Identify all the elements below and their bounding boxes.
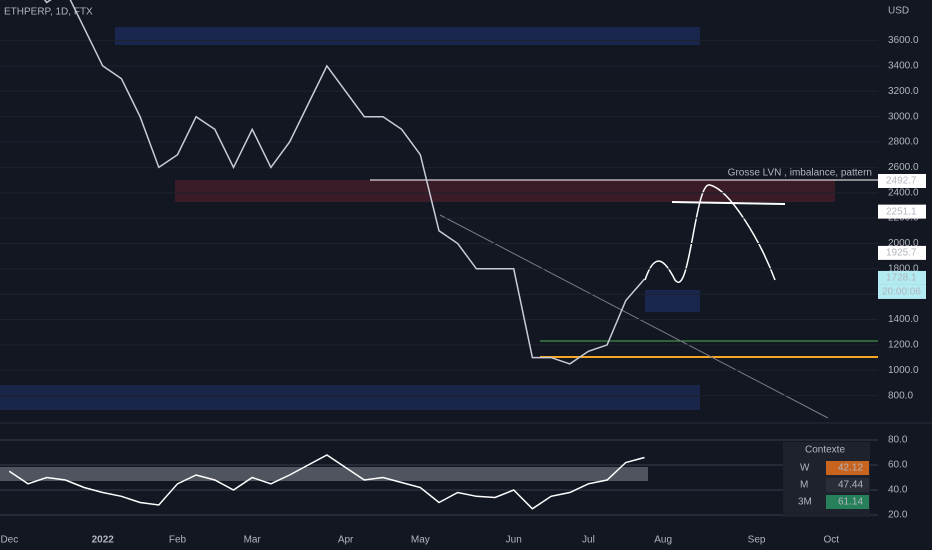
currency: USD bbox=[888, 6, 909, 17]
table-cell-bg bbox=[826, 461, 869, 475]
series-line bbox=[8, 454, 645, 510]
table-cell-bg bbox=[826, 495, 869, 509]
zone bbox=[0, 467, 648, 481]
x-tick-label: 2022 bbox=[92, 535, 115, 546]
price-tag-bg bbox=[878, 245, 926, 260]
countdown: 20:00:06 bbox=[882, 287, 921, 298]
zone bbox=[645, 290, 700, 312]
y-tick-label: 2400.0 bbox=[888, 187, 919, 198]
price-tag: 1728.1 bbox=[886, 273, 917, 284]
symbol: ETHPERP, 1D, FTX bbox=[4, 7, 93, 18]
y-tick-label: 2000.0 bbox=[888, 238, 919, 249]
x-tick-label: Feb bbox=[169, 535, 187, 546]
price-tag-bg bbox=[878, 204, 926, 219]
zone bbox=[0, 385, 700, 410]
projection bbox=[671, 201, 786, 205]
price-tag: 1925.7 bbox=[886, 248, 917, 259]
y-tick-label: 2800.0 bbox=[888, 137, 919, 148]
y-tick-label: 40.0 bbox=[888, 485, 908, 496]
x-tick-label: May bbox=[411, 535, 430, 546]
y-tick-label: 3000.0 bbox=[888, 111, 919, 122]
x-tick-label: Sep bbox=[748, 535, 766, 546]
price-tag: 2251.1 bbox=[886, 206, 917, 217]
y-tick-label: 1800.0 bbox=[888, 263, 919, 274]
y-tick-label: 80.0 bbox=[888, 435, 908, 446]
y-tick-label: 3400.0 bbox=[888, 61, 919, 72]
table-cell-bg bbox=[826, 478, 869, 492]
indicator-table: Contexte W 42.12 M 47.44 3M 61.14 bbox=[783, 442, 870, 517]
table-header: Contexte bbox=[805, 445, 845, 456]
table-cell: 42.12 bbox=[838, 463, 863, 474]
y-tick-label: 800.0 bbox=[888, 390, 913, 401]
table-cell: 3M bbox=[798, 497, 812, 508]
zone bbox=[175, 180, 835, 202]
x-tick-label: Mar bbox=[244, 535, 262, 546]
price-tag-bg bbox=[878, 173, 926, 188]
x-tick-label: Jun bbox=[506, 535, 522, 546]
projection bbox=[644, 184, 776, 284]
x-tick-label: Dec bbox=[0, 535, 18, 546]
price-tag-bg bbox=[878, 270, 926, 285]
x-tick-label: Apr bbox=[338, 535, 354, 546]
table-cell: M bbox=[800, 480, 808, 491]
zone bbox=[115, 27, 700, 45]
y-tick-label: 1200.0 bbox=[888, 340, 919, 351]
countdown-bg bbox=[878, 284, 926, 299]
x-tick-label: Aug bbox=[654, 535, 672, 546]
y-tick-label: 3600.0 bbox=[888, 35, 919, 46]
x-tick-label: Oct bbox=[824, 535, 840, 546]
table-cell: 61.14 bbox=[838, 497, 863, 508]
x-tick-label: Jul bbox=[582, 535, 595, 546]
y-tick-label: 20.0 bbox=[888, 510, 908, 521]
y-tick-label: 1000.0 bbox=[888, 365, 919, 376]
y-tick-label: 60.0 bbox=[888, 460, 908, 471]
y-tick-label: 3200.0 bbox=[888, 86, 919, 97]
trend-line bbox=[439, 214, 829, 419]
annotation: Grosse LVN , imbalance, pattern bbox=[728, 168, 872, 179]
table-cell: 47.44 bbox=[838, 480, 863, 491]
price-tag: 2492.7 bbox=[886, 176, 917, 187]
series-line bbox=[43, 0, 646, 365]
table-cell: W bbox=[800, 463, 810, 474]
y-tick-label: 2600.0 bbox=[888, 162, 919, 173]
y-tick-label: 1400.0 bbox=[888, 314, 919, 325]
